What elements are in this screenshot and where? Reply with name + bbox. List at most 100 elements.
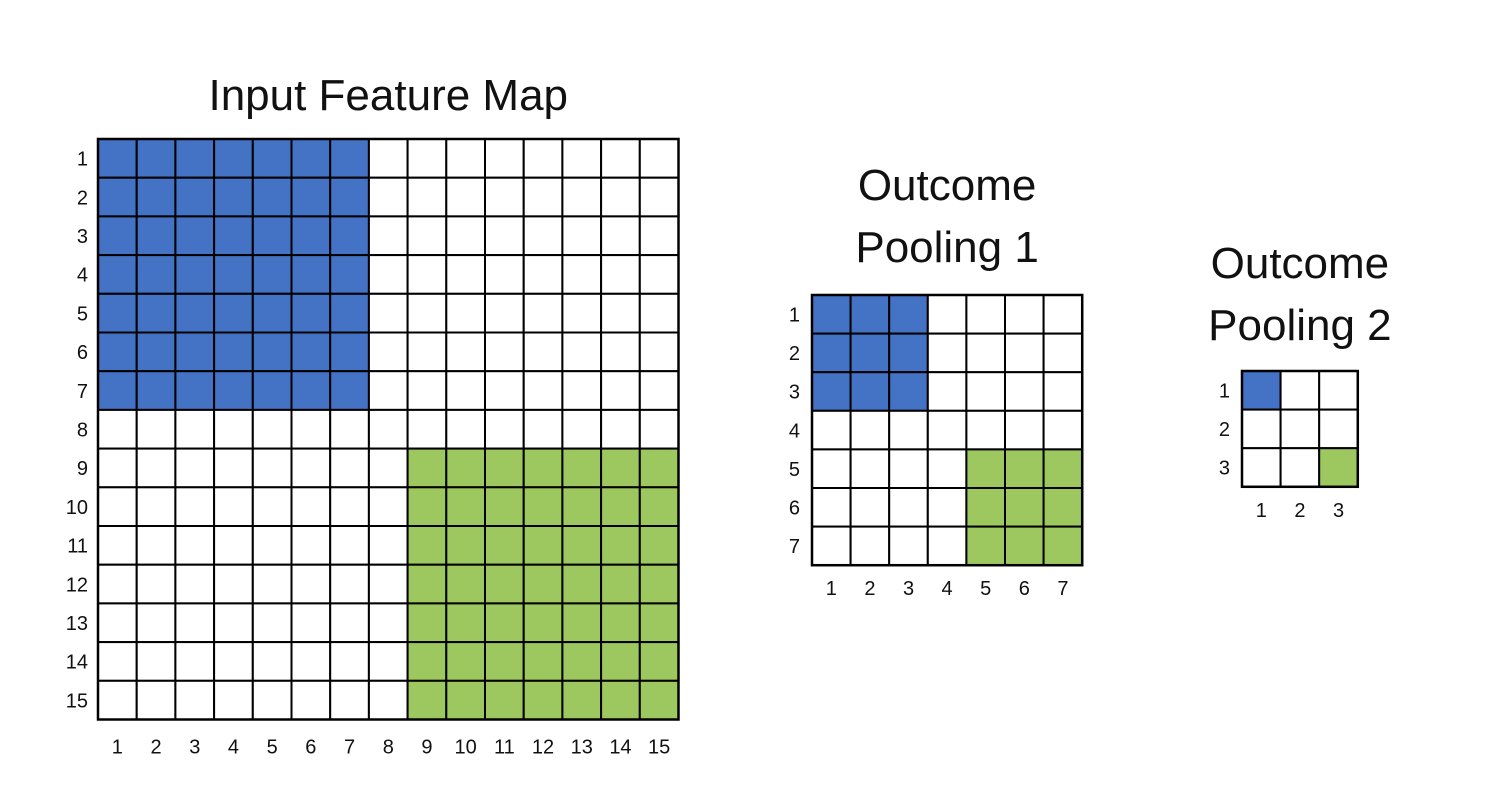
grid-cell — [1279, 447, 1321, 488]
grid-cell — [600, 602, 641, 644]
grid-cell — [367, 176, 409, 218]
grid-cell — [484, 408, 525, 450]
grid-cell — [135, 641, 177, 682]
grid-cell — [600, 331, 641, 373]
grid-cell — [600, 408, 641, 450]
grid-cell — [561, 215, 603, 257]
grid-cell — [406, 525, 448, 566]
grid-cell — [329, 563, 370, 605]
grid-cell — [888, 525, 929, 567]
col-label: 4 — [942, 578, 953, 600]
row-label: 1 — [789, 305, 800, 327]
grid-cell — [638, 254, 680, 295]
grid-cell — [406, 254, 448, 295]
grid-border — [810, 293, 1084, 567]
grid-cell — [213, 602, 254, 644]
grid-cell — [445, 254, 486, 295]
grid-cell — [213, 641, 254, 682]
grid-cell — [484, 292, 525, 334]
grid-cell — [135, 176, 177, 218]
grid-cell — [600, 486, 641, 527]
grid-cell — [638, 679, 680, 721]
grid-cell — [174, 447, 216, 489]
grid-cell — [1042, 371, 1084, 412]
row-label: 14 — [66, 652, 88, 674]
row-label: 11 — [67, 536, 88, 558]
grid-cell — [522, 486, 564, 527]
grid-cell — [522, 563, 564, 605]
col-label: 1 — [1256, 500, 1267, 522]
grid-cell — [445, 641, 486, 682]
row-label: 9 — [77, 458, 88, 480]
outcome-pooling-1: Outcome Pooling 1 1 2 3 4 5 6 7 1 2 3 4 5 6 7 — [789, 161, 1084, 600]
grid-cell — [600, 563, 641, 605]
grid-cell — [849, 409, 891, 451]
grid-cell — [445, 176, 486, 218]
grid-cell — [1004, 294, 1045, 335]
grid-cell — [522, 370, 564, 411]
grid-cell — [926, 487, 968, 528]
grid-cell — [561, 254, 603, 295]
grid-cell — [174, 138, 216, 179]
grid-cell — [600, 447, 641, 489]
grid-cell — [251, 331, 293, 373]
outcome-pooling-2-title-line: Outcome — [1211, 239, 1390, 288]
grid-cell — [406, 292, 448, 334]
grid-cell — [849, 448, 891, 489]
grid-cell — [329, 641, 370, 682]
grid-cell — [811, 371, 852, 412]
grid-cell — [888, 294, 929, 335]
grid-cell — [406, 486, 448, 527]
grid-cell — [445, 331, 486, 373]
grid-cell — [97, 292, 138, 334]
grid-cell — [174, 215, 216, 257]
row-label: 2 — [789, 343, 800, 365]
grid-cell — [213, 525, 254, 566]
grid-cell — [406, 641, 448, 682]
grid-cell — [290, 138, 332, 179]
grid-cell — [638, 215, 680, 257]
col-label: 6 — [305, 737, 316, 759]
grid-cell — [445, 602, 486, 644]
grid-cell — [638, 408, 680, 450]
grid-cell — [97, 679, 138, 721]
grid-cell — [290, 525, 332, 566]
grid-cell — [213, 679, 254, 721]
grid-cell — [445, 370, 486, 411]
grid-cell — [135, 331, 177, 373]
grid-cell — [367, 408, 409, 450]
grid-cell — [329, 525, 370, 566]
grid-cell — [638, 602, 680, 644]
grid-cell — [484, 602, 525, 644]
grid-cell — [290, 176, 332, 218]
grid-cell — [251, 370, 293, 411]
grid-cell — [174, 679, 216, 721]
grid-cell — [1042, 448, 1084, 489]
grid-cell — [561, 408, 603, 450]
grid-cell — [367, 215, 409, 257]
grid-cell — [1004, 487, 1045, 528]
grid-cell — [367, 254, 409, 295]
grid-cell — [522, 215, 564, 257]
grid-cell — [561, 176, 603, 218]
grid-cell — [251, 679, 293, 721]
col-label: 5 — [980, 578, 991, 600]
grid-cell — [561, 641, 603, 682]
grid-cell — [1004, 371, 1045, 412]
col-label: 5 — [267, 737, 278, 759]
grid-cell — [600, 138, 641, 179]
grid-cell — [174, 563, 216, 605]
col-label: 12 — [532, 737, 554, 759]
row-label: 13 — [66, 613, 88, 635]
grid-cell — [522, 679, 564, 721]
grid-cell — [174, 486, 216, 527]
grid-cell — [638, 176, 680, 218]
grid-cell — [888, 371, 929, 412]
grid-cell — [811, 294, 852, 335]
grid-cell — [561, 447, 603, 489]
grid-cell — [484, 331, 525, 373]
grid-cell — [135, 486, 177, 527]
grid-cell — [367, 679, 409, 721]
grid-cell — [406, 138, 448, 179]
